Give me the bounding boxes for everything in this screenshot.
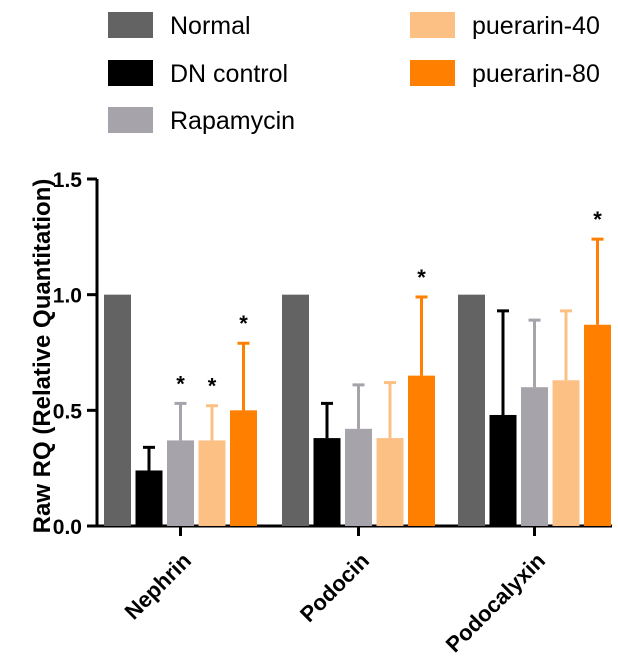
bar-normal-podocalyxin [458,294,485,526]
significance-marker: * [417,265,426,290]
bar-puerarin-40-nephrin [198,440,226,526]
bar-puerarin-40-podocalyxin [552,380,580,526]
significance-marker: * [176,371,185,396]
significance-marker: * [593,207,602,232]
y-tick-label: 1.0 [53,285,82,308]
group-nephrin: * * * [104,294,257,526]
x-tick-label-podocalyxin: Podocalyxin [441,548,550,657]
legend-swatch [108,60,153,86]
legend-item-rapamycin: Rapamycin [108,107,295,135]
bar-dn-control-podocalyxin [489,414,517,526]
bar-puerarin-80-podocalyxin [584,324,611,526]
x-tick-label-nephrin: Nephrin [120,548,196,624]
legend: Normal DN control Rapamycin puerarin-40 puer… [108,12,600,135]
legend-item-dn-control: DN control [108,60,288,88]
bar-rapamycin-podocalyxin [521,387,548,526]
bar-dn-control-nephrin [135,470,163,526]
legend-swatch [108,107,153,133]
bar-puerarin-80-podocin [408,375,435,526]
legend-label: Normal [170,12,251,40]
bar-rapamycin-podocin [345,428,372,526]
bar-dn-control-podocin [313,438,341,526]
bar-rapamycin-nephrin [167,440,194,526]
group-podocalyxin: * [458,207,611,526]
legend-item-puerarin-40: puerarin-40 [410,12,600,40]
plot-area: 0.0 0.5 1.0 1.5 * * * Nephrin * Podocin * Podocalyx… [53,169,612,657]
legend-label: puerarin-40 [472,12,600,40]
bar-normal-podocin [282,294,309,526]
y-tick-label: 1.5 [53,169,83,192]
legend-item-puerarin-80: puerarin-80 [410,60,600,88]
legend-label: DN control [170,60,288,88]
group-podocin: * [282,265,435,526]
y-tick-label: 0.0 [53,516,82,539]
y-tick-label: 0.5 [53,400,83,423]
bar-puerarin-40-podocin [376,438,404,526]
x-tick-label-podocin: Podocin [295,548,374,627]
y-axis-title: Raw RQ (Relative Quantitation) [29,179,56,534]
legend-swatch [410,12,455,38]
legend-swatch [410,60,455,86]
legend-item-normal: Normal [108,12,251,40]
bar-puerarin-80-nephrin [230,410,257,526]
significance-marker: * [239,311,248,336]
significance-marker: * [208,374,217,399]
legend-label: puerarin-80 [472,60,600,88]
bar-normal-nephrin [104,294,131,526]
legend-label: Rapamycin [170,107,295,135]
legend-swatch [108,12,153,38]
